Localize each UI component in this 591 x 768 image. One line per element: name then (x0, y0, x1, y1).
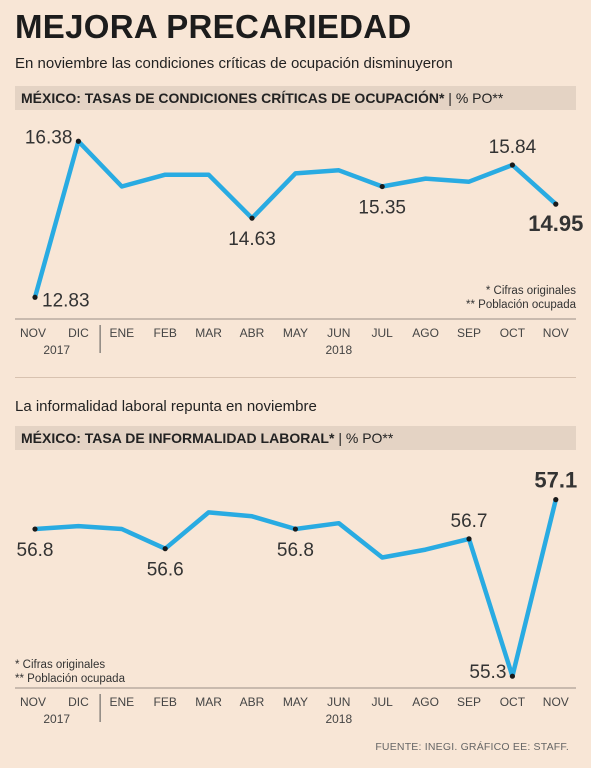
chart2-data-label: 56.8 (17, 540, 54, 561)
chart1-x-tick-label: MAY (283, 326, 308, 340)
chart2-x-tick-label: FEB (154, 695, 177, 709)
chart2-x-tick-label: OCT (500, 695, 526, 709)
section-divider (15, 377, 576, 378)
chart1-year-label: 2017 (43, 343, 70, 357)
chart2-data-label: 56.7 (451, 511, 488, 532)
chart2-data-point (32, 526, 38, 532)
chart1-data-point (75, 138, 81, 144)
chart1-x-tick-label: JUN (327, 326, 350, 340)
chart1-data-label: 16.38 (25, 127, 73, 148)
chart1-data-label: 14.95 (528, 211, 583, 236)
chart2-x-tick-label: AGO (412, 695, 439, 709)
chart2-data-label: 57.1 (534, 468, 577, 493)
chart1-x-tick-label: MAR (195, 326, 222, 340)
chart1-data-label: 14.63 (228, 229, 276, 250)
chart2-title-band: MÉXICO: TASA DE INFORMALIDAD LABORAL* | … (15, 426, 576, 450)
chart1-data-point (379, 183, 385, 190)
chart1-x-tick-label: DIC (68, 326, 89, 340)
source-note: FUENTE: INEGI. GRÁFICO EE: STAFF. (375, 741, 569, 753)
chart1-svg: 12.83 16.38 14.63 15.35 15.84 14.95 NOV DIC ENE F… (15, 127, 583, 357)
chart1-x-tick-label: ENE (109, 326, 134, 340)
chart2-subtitle: La informalidad laboral repunta en novie… (15, 398, 317, 415)
chart1-year-label: 2018 (325, 343, 352, 357)
chart1-data-label: 15.84 (489, 137, 537, 158)
chart2-data-point (466, 536, 472, 542)
chart2-x-tick-label: ENE (109, 695, 134, 709)
chart1-x-tick-label: ABR (240, 326, 265, 340)
page-subtitle: En noviembre las condiciones críticas de… (15, 55, 453, 72)
chart1-x-tick-label: NOV (20, 326, 46, 340)
chart2-x-tick-label: ABR (240, 695, 265, 709)
chart2-x-tick-label: JUN (327, 695, 350, 709)
page-title: MEJORA PRECARIEDAD (15, 8, 412, 45)
chart2-footnote-2: ** Población ocupada (15, 673, 126, 685)
chart1-x-tick-label: SEP (457, 326, 481, 340)
chart2-data-point (292, 526, 298, 532)
chart2-data-label: 56.8 (277, 540, 314, 561)
chart1-x-tick-label: AGO (412, 326, 439, 340)
chart1-data-point (509, 162, 515, 168)
chart2-x-tick-label: NOV (543, 695, 569, 709)
chart1-x-tick-label: FEB (154, 326, 177, 340)
chart1-series-line (32, 139, 559, 300)
chart2-data-point (162, 546, 168, 552)
chart1-title-band: MÉXICO: TASAS DE CONDICIONES CRÍTICAS DE… (15, 86, 576, 110)
chart2-year-label: 2018 (325, 712, 352, 726)
chart1-x-tick-label: NOV (543, 326, 569, 340)
chart1-footnote-1: * Cifras originales (486, 285, 576, 297)
chart1-unit: | % PO** (444, 90, 504, 106)
chart2-data-label: 56.6 (147, 560, 184, 581)
chart1-data-point (553, 201, 559, 207)
chart2-x-tick-label: NOV (20, 695, 46, 709)
chart2-x-tick-label: DIC (68, 695, 89, 709)
chart2-data-point (553, 497, 559, 503)
chart1-data-label: 15.35 (358, 198, 406, 219)
chart1-footnote-2: ** Población ocupada (466, 299, 577, 311)
chart1-data-point (32, 294, 38, 300)
chart2-svg: 56.8 56.6 56.8 56.7 55.3 57.1 NOV DIC ENE FEB MAR A… (15, 468, 577, 726)
chart2-footnote-1: * Cifras originales (15, 659, 105, 671)
chart2-title: MÉXICO: TASA DE INFORMALIDAD LABORAL* (21, 430, 335, 446)
chart2-data-point (509, 673, 515, 679)
chart1-title: MÉXICO: TASAS DE CONDICIONES CRÍTICAS DE… (21, 90, 445, 106)
chart2-unit: | % PO** (334, 430, 394, 446)
chart2-x-tick-label: MAY (283, 695, 308, 709)
chart2-x-tick-label: JUL (372, 695, 394, 709)
chart1-data-point (249, 215, 255, 221)
chart1-x-tick-label: JUL (372, 326, 394, 340)
chart2-data-label: 55.3 (469, 662, 506, 683)
chart1-data-label: 12.83 (42, 290, 90, 311)
chart2-x-tick-label: SEP (457, 695, 481, 709)
chart2-year-label: 2017 (43, 712, 70, 726)
chart1-x-tick-label: OCT (500, 326, 526, 340)
chart2-x-tick-label: MAR (195, 695, 222, 709)
